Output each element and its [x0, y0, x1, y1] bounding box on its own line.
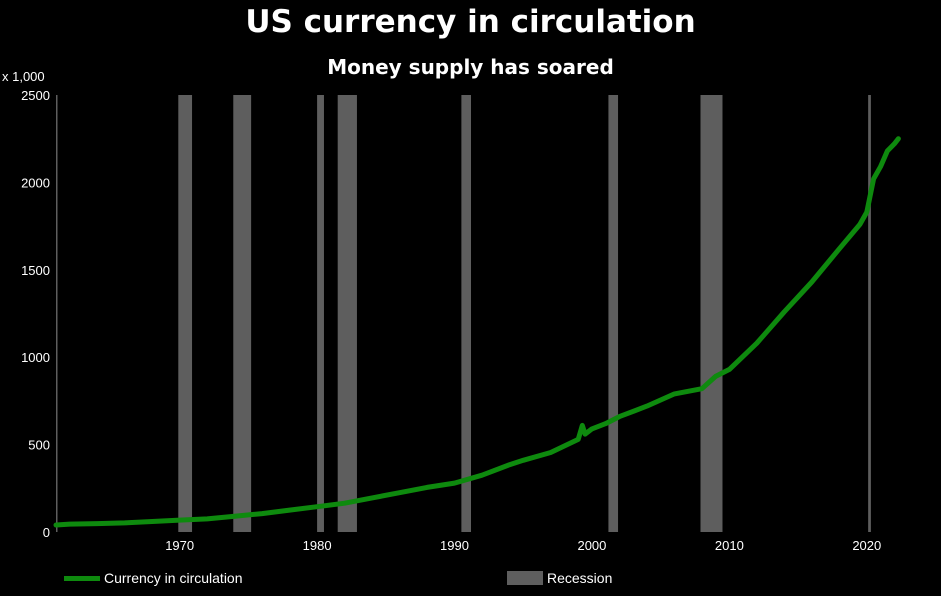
- legend-item-recession: Recession: [507, 570, 612, 586]
- y-tick-label-500: 500: [28, 438, 50, 453]
- recession-band-2: [233, 95, 252, 532]
- recession-band-6: [608, 95, 619, 532]
- y-tick-label-2000: 2000: [21, 175, 50, 190]
- recession-band-7: [700, 95, 723, 532]
- legend-swatch-recession: [507, 571, 543, 585]
- x-tick-label-1980: 1980: [303, 538, 332, 553]
- recession-bands: [56, 95, 871, 532]
- series-lines: [53, 136, 901, 528]
- y-tick-label-1500: 1500: [21, 263, 50, 278]
- legend-label-recession: Recession: [547, 570, 613, 586]
- y-tick-label-1000: 1000: [21, 350, 50, 365]
- recession-band-0: [56, 95, 58, 532]
- legend-item-currency: Currency in circulation: [64, 570, 243, 586]
- chart-title: US currency in circulation: [245, 4, 696, 40]
- y-axis-unit-label: x 1,000: [2, 69, 45, 84]
- x-tick-label-1990: 1990: [440, 538, 469, 553]
- legend-label-currency: Currency in circulation: [104, 570, 243, 586]
- y-tick-label-0: 0: [43, 525, 50, 540]
- y-tick-label-2500: 2500: [21, 88, 50, 103]
- recession-band-8: [868, 95, 871, 532]
- x-tick-label-2000: 2000: [577, 538, 606, 553]
- x-axis-ticks: 1970 1980 1990 2000 2010 2020: [165, 538, 881, 553]
- series-line-currency-in-circulation: [53, 136, 901, 528]
- y-axis-ticks: 0 500 1000 1500 2000 2500: [21, 88, 50, 540]
- legend-swatch-currency: [64, 575, 100, 581]
- recession-band-5: [461, 95, 472, 532]
- recession-band-3: [317, 95, 324, 532]
- x-tick-label-1970: 1970: [165, 538, 194, 553]
- recession-band-1: [178, 95, 193, 532]
- x-tick-label-2020: 2020: [852, 538, 881, 553]
- chart-subtitle: Money supply has soared: [327, 55, 614, 79]
- x-tick-label-2010: 2010: [715, 538, 744, 553]
- recession-band-4: [337, 95, 357, 532]
